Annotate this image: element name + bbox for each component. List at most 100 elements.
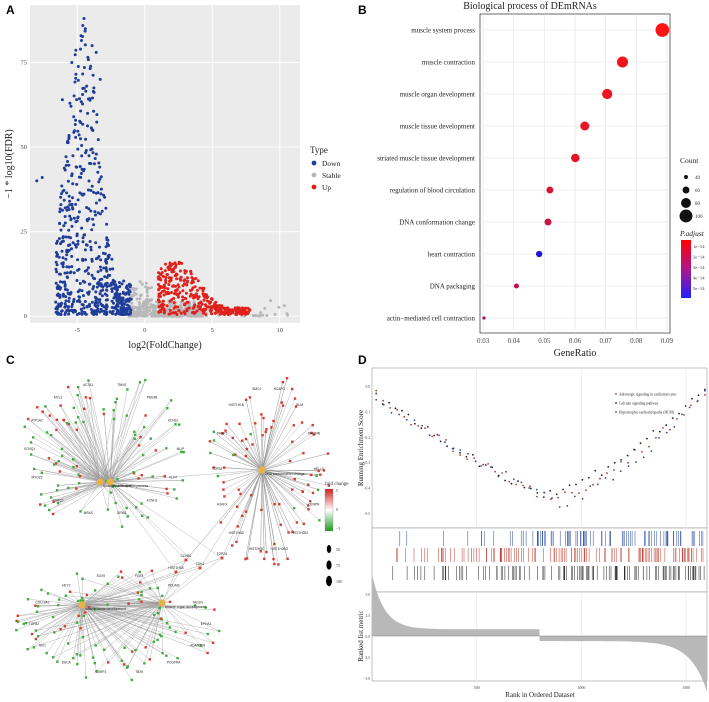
- network-edge: [85, 397, 101, 483]
- volcano-point-down: [64, 235, 68, 239]
- go-dot: [571, 153, 580, 163]
- network-gene-node: [140, 474, 143, 477]
- network-gene-label: HIST1H2BJ: [291, 531, 308, 535]
- network-gene-node: [244, 557, 247, 561]
- network-gene-node: [204, 606, 207, 609]
- volcano-plot-area: [30, 5, 300, 323]
- volcano-point-down: [90, 257, 94, 261]
- volcano-point-stable: [277, 305, 281, 309]
- network-edge: [109, 431, 135, 483]
- network-edge: [242, 440, 263, 471]
- network-gene-node: [77, 386, 80, 389]
- network-edge: [175, 469, 263, 573]
- network-edge: [89, 398, 101, 483]
- network-edge: [261, 422, 303, 471]
- network-edge: [99, 426, 145, 483]
- volcano-point-down: [74, 48, 78, 52]
- volcano-point-down: [107, 253, 111, 257]
- network-edge: [16, 604, 83, 622]
- volcano-point-down: [117, 281, 121, 284]
- volcano-point-down: [74, 118, 78, 122]
- network-gene-node: [265, 550, 268, 554]
- volcano-point-down: [74, 76, 78, 80]
- network-gene-node: [238, 422, 241, 425]
- gsea-es-point: [678, 412, 680, 415]
- volcano-point-up: [165, 304, 169, 308]
- volcano-point-up: [208, 301, 212, 305]
- network-edge: [81, 592, 138, 606]
- network-gene-label: TOP2A: [217, 552, 228, 556]
- network-gene-node: [143, 425, 146, 429]
- volcano-point-down: [96, 301, 99, 305]
- network-edge: [199, 469, 263, 569]
- volcano-point-down: [98, 177, 102, 181]
- network-edge: [261, 469, 309, 485]
- network-gene-node: [249, 432, 252, 436]
- network-edge: [81, 576, 119, 606]
- network-gene-node: [264, 430, 267, 434]
- volcano-point-up: [196, 304, 200, 308]
- volcano-point-down: [69, 291, 73, 294]
- network-gene-node: [310, 431, 313, 435]
- volcano-point-down: [60, 309, 64, 313]
- volcano-point-down: [86, 188, 90, 192]
- volcano-point-down: [87, 282, 91, 286]
- volcano-point-down: [63, 215, 67, 218]
- panel-label-d: D: [358, 353, 367, 367]
- volcano-point-stable: [258, 314, 261, 318]
- network-gene-node: [15, 628, 18, 632]
- go-color-legend-label: 4e−14: [693, 276, 705, 281]
- go-color-legend-label: 2e−14: [693, 255, 705, 260]
- network-gene-label: KCNQ1: [24, 447, 35, 451]
- volcano-point-down: [90, 300, 94, 304]
- network-gene-label: TBX5: [135, 670, 143, 674]
- network-edge: [261, 388, 293, 471]
- volcano-point-down: [65, 308, 69, 312]
- volcano-point-up: [181, 298, 185, 302]
- network-edge: [122, 577, 163, 604]
- go-term-label: DNA packaging: [430, 283, 476, 291]
- gsea-es-y-tick: −0.5: [363, 512, 370, 516]
- volcano-point-down: [86, 111, 90, 115]
- network-gene-node: [79, 599, 82, 602]
- volcano-point-up: [191, 279, 195, 283]
- volcano-point-down: [121, 306, 125, 309]
- network-gene-node: [291, 440, 294, 443]
- panel-label-c: C: [6, 353, 15, 367]
- volcano-point-up: [220, 304, 224, 308]
- gsea-es-point: [639, 442, 642, 445]
- volcano-point-down: [61, 256, 65, 260]
- volcano-point-up: [157, 288, 161, 292]
- volcano-point-down: [112, 306, 116, 310]
- gsea-es-point: [607, 466, 610, 468]
- go-color-bar: [681, 240, 691, 298]
- gsea-es-point: [665, 431, 668, 434]
- network-gene-node: [292, 507, 296, 510]
- volcano-plot: -5 0 5 10 0 25 50 75 log2(FoldChange) −1 * log…: [4, 5, 341, 351]
- network-edge: [81, 604, 132, 680]
- volcano-point-up: [195, 288, 199, 292]
- gsea-es-point: [681, 413, 683, 416]
- go-size-legend-dot: [684, 175, 688, 179]
- network-gene-node: [261, 434, 264, 437]
- network-gene-node: [165, 654, 168, 657]
- network-edge: [68, 604, 83, 644]
- volcano-point-down: [72, 297, 76, 301]
- network-edge: [261, 402, 282, 471]
- gsea-es-point: [424, 427, 426, 430]
- network-gene-node: [157, 611, 160, 615]
- network-gene-node: [135, 506, 138, 509]
- volcano-point-up: [181, 295, 184, 299]
- volcano-point-up: [176, 305, 180, 309]
- network-edge: [54, 604, 83, 633]
- network-edge: [81, 567, 201, 606]
- volcano-point-up: [176, 283, 180, 287]
- volcano-point-up: [177, 260, 181, 264]
- volcano-point-down: [79, 121, 83, 124]
- volcano-point-down: [83, 248, 87, 252]
- network-gene-node: [138, 570, 141, 574]
- volcano-point-down: [54, 300, 58, 304]
- volcano-point-down: [85, 206, 89, 209]
- volcano-point-up: [185, 276, 189, 280]
- gsea-es-point: [508, 480, 510, 483]
